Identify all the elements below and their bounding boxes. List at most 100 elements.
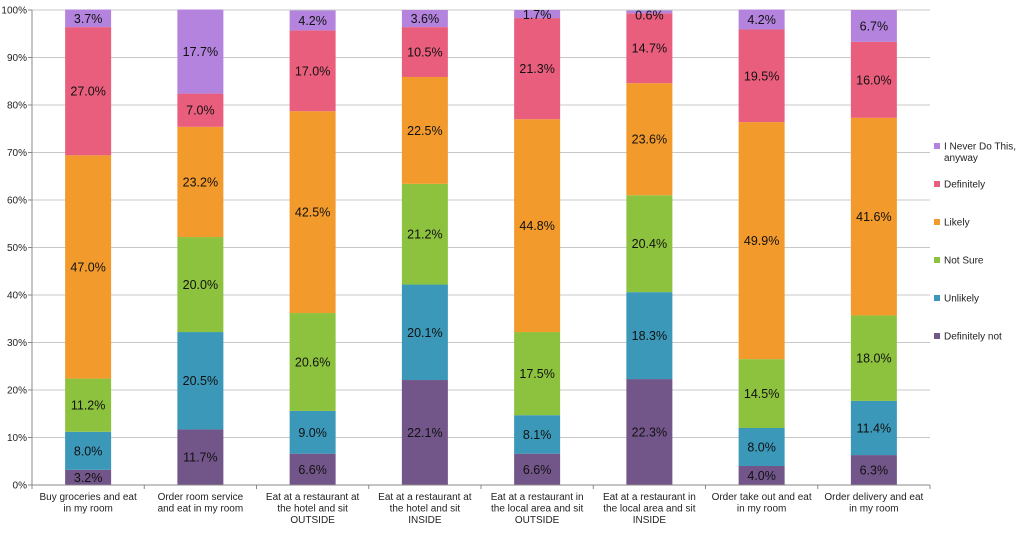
- bar-segment: [65, 431, 112, 470]
- bar-segment: [289, 30, 336, 112]
- category-label: Eat at a restaurant at the hotel and sit O…: [266, 492, 360, 526]
- legend-label: Definitely not: [944, 332, 1002, 343]
- bar-segment: [738, 466, 785, 485]
- data-label: 11.7%: [183, 451, 218, 465]
- data-label: 27.0%: [70, 85, 105, 99]
- legend-swatch: [934, 333, 940, 339]
- bar-segment: [514, 18, 561, 120]
- data-label: 20.6%: [295, 355, 330, 369]
- legend-swatch: [934, 219, 940, 225]
- bar-segment: [65, 469, 112, 485]
- data-label: 3.7%: [74, 12, 103, 26]
- category-label: Order delivery and eat in my room: [824, 492, 923, 515]
- data-label: 17.0%: [295, 64, 330, 78]
- data-label: 8.1%: [523, 428, 552, 442]
- x-axis: Buy groceries and eat in my room Order roo…: [31, 484, 931, 526]
- category-label: Order room service and eat in my room: [158, 492, 244, 515]
- bar-segment: [65, 378, 112, 432]
- legend-label: Definitely: [944, 180, 985, 191]
- bar-segment: [177, 332, 224, 430]
- bar-segment: [65, 155, 112, 379]
- bar-segment: [65, 9, 112, 28]
- category-label: Buy groceries and eat in my room: [39, 492, 137, 515]
- bar-segment: [289, 111, 336, 314]
- bar-segment: [177, 9, 224, 94]
- data-label: 18.0%: [856, 352, 891, 366]
- y-tick-label: 80%: [7, 101, 27, 112]
- data-label: 6.3%: [860, 464, 889, 478]
- bar-segment: [850, 315, 897, 401]
- category-label-line: in my room: [849, 504, 898, 515]
- category-label-line: in my room: [737, 504, 786, 515]
- data-label: 6.7%: [860, 19, 889, 33]
- data-label: 4.0%: [747, 469, 776, 483]
- legend-swatch: [934, 257, 940, 263]
- bar-segment: [514, 453, 561, 485]
- category-label-line: Eat at a restaurant in: [491, 492, 584, 503]
- y-axis: 0% 10% 20% 30% 40% 50% 60% 70% 80% 90% 100%: [1, 6, 33, 492]
- bar-segment: [626, 13, 673, 84]
- bar-segment: [850, 10, 897, 42]
- bar-segment: [738, 428, 785, 466]
- category-label: Eat at a restaurant at the hotel and sit I…: [378, 492, 472, 526]
- data-label: 14.5%: [744, 387, 779, 401]
- bar-segment: [626, 292, 673, 380]
- bar-segment: [514, 10, 561, 19]
- data-label: 14.7%: [632, 42, 667, 56]
- bar-segment: [626, 379, 673, 485]
- data-label: 1.7%: [523, 8, 552, 22]
- gridlines: [32, 9, 930, 486]
- bars: 3.2% 8.0% 11.2% 47.0% 27.0% 3.7% 11.7% 20.5% 20.…: [65, 8, 897, 485]
- data-label: 47.0%: [70, 260, 105, 274]
- category-label-line: Order room service: [158, 492, 244, 503]
- bar-segment: [514, 415, 561, 454]
- data-label: 4.2%: [747, 13, 776, 27]
- category-label-line: in my room: [63, 504, 112, 515]
- data-label: 18.3%: [632, 329, 667, 343]
- bar-segment: [738, 359, 785, 428]
- legend-swatch: [934, 143, 940, 149]
- data-label: 49.9%: [744, 234, 779, 248]
- data-label: 20.4%: [632, 237, 667, 251]
- legend: I Never Do This, anyway Definitely Likely No…: [934, 142, 1016, 343]
- legend-label: Not Sure: [944, 256, 984, 267]
- data-label: 22.3%: [632, 426, 667, 440]
- bar-segment: [738, 122, 785, 360]
- y-tick-label: 50%: [7, 243, 27, 254]
- bar-segment: [401, 380, 448, 485]
- data-label: 20.5%: [183, 374, 218, 388]
- bar-segment: [177, 93, 224, 127]
- data-label: 4.2%: [298, 14, 327, 28]
- bar-segment: [626, 195, 673, 293]
- bar-segment: [850, 41, 897, 118]
- category-label-line: OUTSIDE: [290, 515, 335, 526]
- data-label: 17.5%: [519, 367, 554, 381]
- category-label-line: the hotel and sit: [277, 504, 348, 515]
- bar-segment: [401, 284, 448, 381]
- y-tick-label: 20%: [7, 386, 27, 397]
- data-label: 11.2%: [71, 399, 106, 413]
- category-label-line: INSIDE: [633, 515, 667, 526]
- legend-swatch: [934, 295, 940, 301]
- category-label: Eat at a restaurant in the local area and…: [603, 492, 696, 526]
- bar-segment: [626, 10, 673, 14]
- bar-segment: [738, 9, 785, 30]
- bar-segment: [289, 410, 336, 454]
- category-label-line: INSIDE: [408, 515, 442, 526]
- category-label: Order take out and eat in my room: [712, 492, 812, 515]
- data-label: 21.2%: [407, 228, 442, 242]
- y-tick-label: 40%: [7, 291, 27, 302]
- data-label: 9.0%: [298, 426, 327, 440]
- data-label: 20.0%: [183, 278, 218, 292]
- data-label: 21.3%: [519, 62, 554, 76]
- bar-segment: [514, 119, 561, 333]
- bar-segment: [626, 83, 673, 196]
- data-label: 8.0%: [747, 441, 776, 455]
- bar-segment: [401, 76, 448, 184]
- bar-segment: [850, 455, 897, 485]
- bar-segment: [289, 313, 336, 411]
- data-label: 44.8%: [519, 219, 554, 233]
- y-tick-label: 0%: [13, 481, 28, 492]
- y-tick-label: 90%: [7, 53, 27, 64]
- legend-label: I Never Do This, anyway: [944, 142, 1016, 165]
